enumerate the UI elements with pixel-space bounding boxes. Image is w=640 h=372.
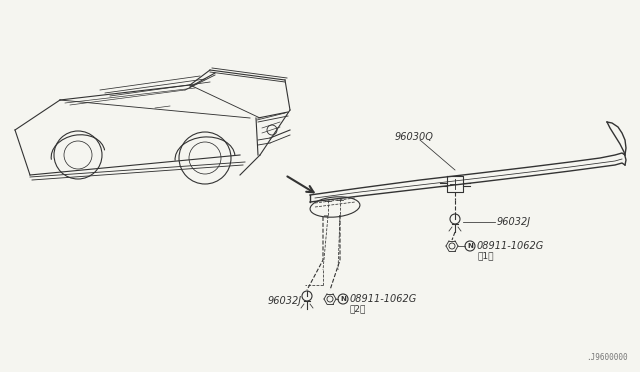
Text: 96030Q: 96030Q: [395, 132, 434, 142]
Text: 08911-1062G: 08911-1062G: [477, 241, 544, 251]
Text: 96032J: 96032J: [497, 217, 531, 227]
Text: .J9600000: .J9600000: [586, 353, 628, 362]
Text: （1）: （1）: [477, 251, 493, 260]
Text: 08911-1062G: 08911-1062G: [350, 294, 417, 304]
Text: N: N: [340, 296, 346, 302]
Text: 96032J: 96032J: [268, 296, 302, 306]
Text: （2）: （2）: [350, 305, 366, 314]
Text: N: N: [467, 243, 473, 249]
